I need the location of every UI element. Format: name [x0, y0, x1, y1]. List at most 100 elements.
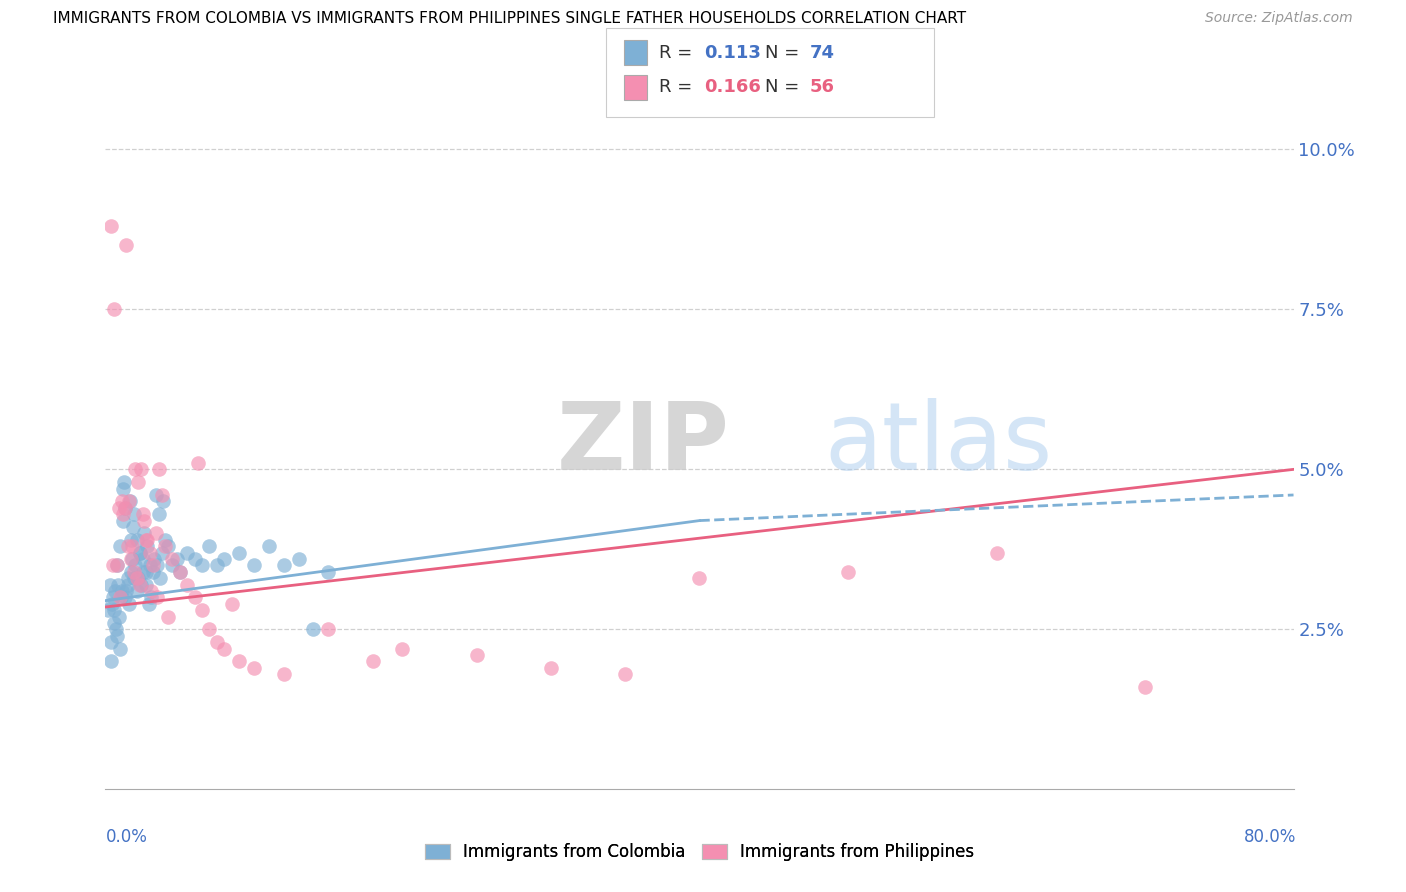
Point: [111, 494, 134, 508]
Point: [689, 571, 711, 585]
Point: [132, 552, 155, 566]
Point: [131, 565, 153, 579]
Point: [361, 654, 384, 668]
Point: [100, 635, 122, 649]
Point: [152, 494, 174, 508]
Point: [118, 494, 141, 508]
Point: [142, 558, 165, 573]
Point: [135, 565, 157, 579]
Text: 56: 56: [810, 78, 835, 96]
Point: [131, 507, 153, 521]
Point: [243, 558, 266, 573]
Point: [121, 552, 143, 566]
Point: [135, 577, 157, 591]
Point: [127, 571, 149, 585]
Point: [228, 545, 250, 559]
Point: [198, 623, 221, 637]
Point: [136, 533, 159, 547]
Point: [176, 577, 198, 591]
Point: [132, 526, 155, 541]
Point: [162, 552, 184, 566]
Point: [105, 629, 128, 643]
Point: [153, 533, 176, 547]
Point: [127, 533, 149, 547]
Point: [114, 500, 136, 515]
Point: [128, 577, 150, 591]
Point: [986, 545, 1008, 559]
Point: [316, 565, 339, 579]
Text: IMMIGRANTS FROM COLOMBIA VS IMMIGRANTS FROM PHILIPPINES SINGLE FATHER HOUSEHOLDS: IMMIGRANTS FROM COLOMBIA VS IMMIGRANTS F…: [53, 11, 966, 26]
Point: [156, 609, 179, 624]
Point: [110, 539, 132, 553]
Point: [191, 558, 214, 573]
Point: [105, 558, 128, 573]
Point: [150, 545, 173, 559]
Point: [150, 488, 173, 502]
Point: [316, 623, 339, 637]
Point: [124, 558, 146, 573]
Point: [186, 456, 208, 470]
Point: [302, 623, 325, 637]
Point: [117, 539, 139, 553]
Point: [136, 539, 159, 553]
Point: [257, 539, 280, 553]
Point: [111, 584, 134, 599]
Point: [221, 597, 243, 611]
Text: 0.113: 0.113: [704, 44, 761, 62]
Point: [115, 584, 138, 599]
Point: [122, 520, 145, 534]
Text: N =: N =: [765, 44, 804, 62]
Point: [166, 552, 188, 566]
Point: [145, 488, 167, 502]
Point: [273, 667, 295, 681]
Point: [120, 533, 142, 547]
Point: [141, 591, 163, 605]
Point: [101, 558, 124, 573]
Point: [153, 539, 176, 553]
Point: [108, 641, 131, 656]
Point: [214, 641, 236, 656]
Point: [287, 552, 309, 566]
Point: [139, 558, 162, 573]
Point: [103, 603, 125, 617]
Point: [169, 565, 191, 579]
Point: [118, 597, 141, 611]
Point: [98, 577, 121, 591]
Point: [273, 558, 295, 573]
Point: [228, 654, 250, 668]
Point: [183, 591, 205, 605]
Point: [111, 482, 134, 496]
Text: 80.0%: 80.0%: [1244, 828, 1296, 846]
Point: [103, 615, 125, 630]
Point: [145, 526, 167, 541]
Point: [128, 545, 150, 559]
Text: N =: N =: [765, 78, 804, 96]
Point: [465, 648, 488, 662]
Point: [135, 533, 157, 547]
Point: [205, 558, 228, 573]
Point: [108, 609, 131, 624]
Point: [540, 661, 562, 675]
Point: [122, 571, 145, 585]
Point: [191, 603, 214, 617]
Text: ZIP: ZIP: [557, 398, 730, 490]
Point: [112, 475, 135, 490]
Point: [97, 603, 120, 617]
Legend: Immigrants from Colombia, Immigrants from Philippines: Immigrants from Colombia, Immigrants fro…: [418, 836, 981, 868]
Point: [108, 500, 131, 515]
Text: R =: R =: [659, 44, 699, 62]
Text: 74: 74: [810, 44, 835, 62]
Point: [141, 584, 163, 599]
Point: [143, 552, 166, 566]
Point: [117, 577, 139, 591]
Point: [148, 507, 170, 521]
Point: [149, 571, 172, 585]
Point: [205, 635, 228, 649]
Point: [243, 661, 266, 675]
Point: [129, 577, 152, 591]
Point: [118, 494, 141, 508]
Point: [146, 591, 169, 605]
Point: [110, 591, 132, 605]
Point: [112, 514, 135, 528]
Text: 0.0%: 0.0%: [105, 828, 148, 846]
